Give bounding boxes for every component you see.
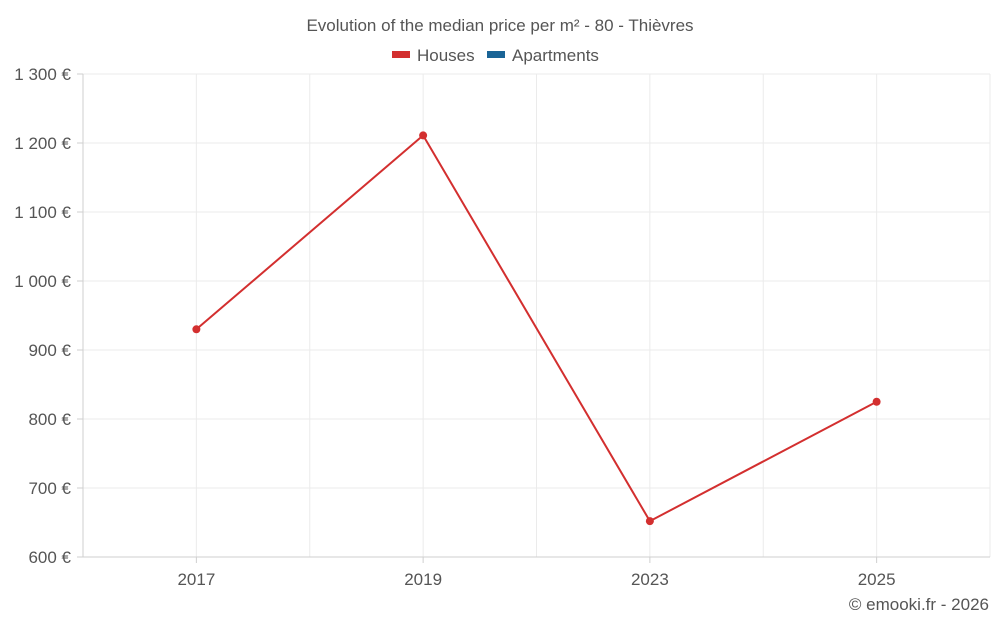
y-tick-label: 800 €	[28, 410, 71, 429]
data-point-houses[interactable]	[645, 517, 654, 526]
x-tick-label: 2025	[858, 570, 896, 589]
series-line-houses	[195, 134, 878, 523]
data-point-houses[interactable]	[872, 397, 881, 406]
y-tick-label: 1 300 €	[14, 65, 71, 84]
credit-text: © emooki.fr - 2026	[849, 595, 989, 614]
legend-item-houses[interactable]: Houses	[392, 46, 475, 65]
x-tick-label: 2019	[404, 570, 442, 589]
grid	[82, 73, 991, 557]
chart-title: Evolution of the median price per m² - 8…	[306, 16, 693, 35]
legend-label-apartments: Apartments	[512, 46, 599, 65]
legend-item-apartments[interactable]: Apartments	[487, 46, 599, 65]
legend-swatch-houses	[392, 51, 410, 58]
x-tick-label: 2023	[631, 570, 669, 589]
y-tick-label: 1 000 €	[14, 272, 71, 291]
y-tick-label: 900 €	[28, 341, 71, 360]
series	[192, 131, 881, 526]
legend-label-houses: Houses	[417, 46, 475, 65]
data-point-houses[interactable]	[192, 325, 201, 334]
y-tick-label: 1 200 €	[14, 134, 71, 153]
data-point-houses[interactable]	[419, 131, 428, 140]
y-tick-label: 1 100 €	[14, 203, 71, 222]
y-tick-label: 700 €	[28, 479, 71, 498]
y-tick-label: 600 €	[28, 548, 71, 567]
legend: Houses Apartments	[392, 46, 599, 65]
x-tick-label: 2017	[177, 570, 215, 589]
legend-swatch-apartments	[487, 51, 505, 58]
axes: 600 € 700 € 800 € 900 € 1 000 € 1 100 € 1 200 …	[14, 65, 990, 589]
